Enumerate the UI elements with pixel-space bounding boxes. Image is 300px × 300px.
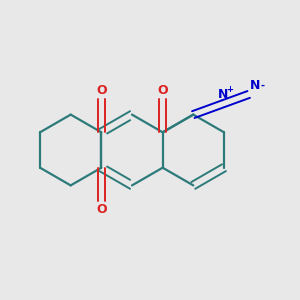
Text: N: N (218, 88, 228, 101)
Text: O: O (157, 84, 168, 97)
Text: N: N (250, 79, 260, 92)
Text: +: + (226, 85, 233, 94)
Text: O: O (96, 84, 107, 97)
Text: -: - (260, 80, 265, 90)
Text: O: O (96, 203, 107, 216)
